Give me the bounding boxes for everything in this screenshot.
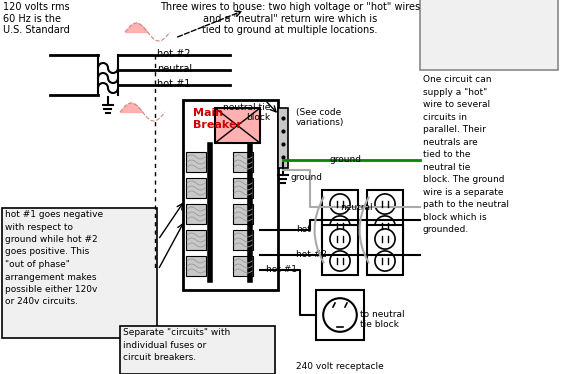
Bar: [278, 108, 288, 168]
Text: 240 volt receptacle
uses both "hot" wires.: 240 volt receptacle uses both "hot" wire…: [290, 362, 390, 374]
Text: (See code
variations): (See code variations): [296, 108, 344, 128]
Text: hot: hot: [296, 225, 311, 234]
Bar: [233, 152, 253, 172]
Circle shape: [330, 251, 350, 271]
Text: hot #2: hot #2: [296, 250, 327, 259]
Text: ground: ground: [291, 173, 323, 182]
Text: ground: ground: [330, 155, 362, 164]
Text: hot #2: hot #2: [157, 49, 191, 59]
Circle shape: [375, 216, 395, 236]
Circle shape: [375, 194, 395, 214]
Bar: [186, 204, 206, 224]
Text: Three wires to house: two high voltage or "hot" wires
and a "neutral" return wir: Three wires to house: two high voltage o…: [160, 2, 420, 35]
Text: to neutral
tie block: to neutral tie block: [360, 310, 404, 329]
FancyBboxPatch shape: [2, 208, 157, 338]
Bar: [322, 225, 358, 275]
Circle shape: [330, 229, 350, 249]
Bar: [316, 290, 364, 340]
Circle shape: [323, 298, 357, 332]
Text: hot #1: hot #1: [266, 265, 297, 274]
Bar: [367, 190, 403, 240]
Bar: [322, 190, 358, 240]
Circle shape: [375, 251, 395, 271]
Bar: [233, 256, 253, 276]
Bar: [186, 230, 206, 250]
Bar: [367, 225, 403, 275]
Bar: [233, 204, 253, 224]
FancyBboxPatch shape: [120, 326, 275, 374]
Text: neutral: neutral: [340, 203, 373, 212]
Circle shape: [330, 216, 350, 236]
Bar: [186, 256, 206, 276]
Bar: [233, 178, 253, 198]
Text: hot #1 goes negative
with respect to
ground while hot #2
goes positive. This
"ou: hot #1 goes negative with respect to gro…: [5, 210, 103, 307]
Bar: [215, 108, 260, 143]
Bar: [186, 178, 206, 198]
Text: Main
Breaker: Main Breaker: [193, 108, 242, 130]
Bar: [233, 230, 253, 250]
Bar: [183, 100, 278, 290]
FancyBboxPatch shape: [420, 0, 558, 70]
Circle shape: [375, 229, 395, 249]
Text: hot #1: hot #1: [157, 79, 190, 89]
Text: Separate "circuits" with
individual fuses or
circuit breakers.: Separate "circuits" with individual fuse…: [123, 328, 230, 362]
Text: 120 volts rms
60 Hz is the
U.S. Standard: 120 volts rms 60 Hz is the U.S. Standard: [3, 2, 70, 35]
Text: One circuit can
supply a "hot"
wire to several
circuits in
parallel. Their
neutr: One circuit can supply a "hot" wire to s…: [423, 75, 509, 234]
Bar: [186, 152, 206, 172]
Text: neutral tie
block: neutral tie block: [223, 103, 270, 122]
Circle shape: [330, 194, 350, 214]
Text: neutral: neutral: [157, 64, 192, 74]
